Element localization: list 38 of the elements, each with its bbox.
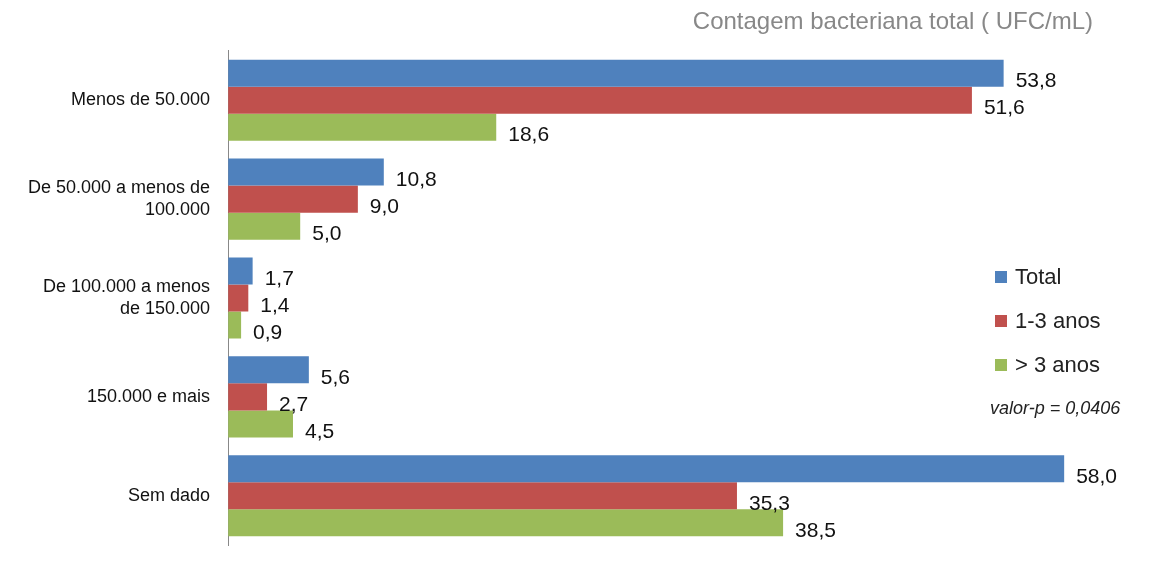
bar [228,212,301,240]
bar [228,356,309,384]
bar [228,383,268,411]
bar [228,311,242,339]
data-label: 38,5 [795,517,836,541]
bar [228,158,384,186]
data-label: 4,5 [304,418,335,442]
data-label: 35,3 [748,490,790,514]
y-tick-label: 150.000 e mais [87,385,211,406]
legend-label: > 3 anos [1015,352,1101,378]
bar [228,185,358,213]
bar [228,257,253,285]
bar [228,455,1065,483]
data-label: 1,7 [264,265,294,289]
data-label: 5,0 [312,220,342,244]
data-label: 1,4 [260,292,290,316]
legend-label: 1-3 anos [1015,308,1101,334]
data-label: 5,6 [320,364,351,388]
y-tick-label: De 50.000 a menos de 100.000 [27,177,211,219]
data-label: 9,0 [369,193,400,217]
bar [228,86,972,114]
data-label: 53,8 [1015,68,1057,92]
bar [228,284,249,312]
legend-label: Total [1015,264,1062,290]
data-label: 0,9 [253,319,283,343]
bar [228,482,737,510]
bar [228,113,497,141]
data-label: 10,8 [395,166,437,190]
bar [228,59,1004,87]
annotation: valor-p = 0,0406 [990,398,1121,419]
data-label: 58,0 [1076,463,1118,487]
y-tick-label: Sem dado [128,484,211,505]
y-tick-label: Menos de 50.000 [71,89,211,110]
y-tick-label: De 100.000 a menos de 150.000 [43,276,211,318]
data-label: 2,7 [279,391,309,415]
chart-title: Contagem bacteriana total ( UFC/mL) [692,7,1093,35]
data-label: 18,6 [508,122,550,146]
data-label: 51,6 [983,95,1025,119]
